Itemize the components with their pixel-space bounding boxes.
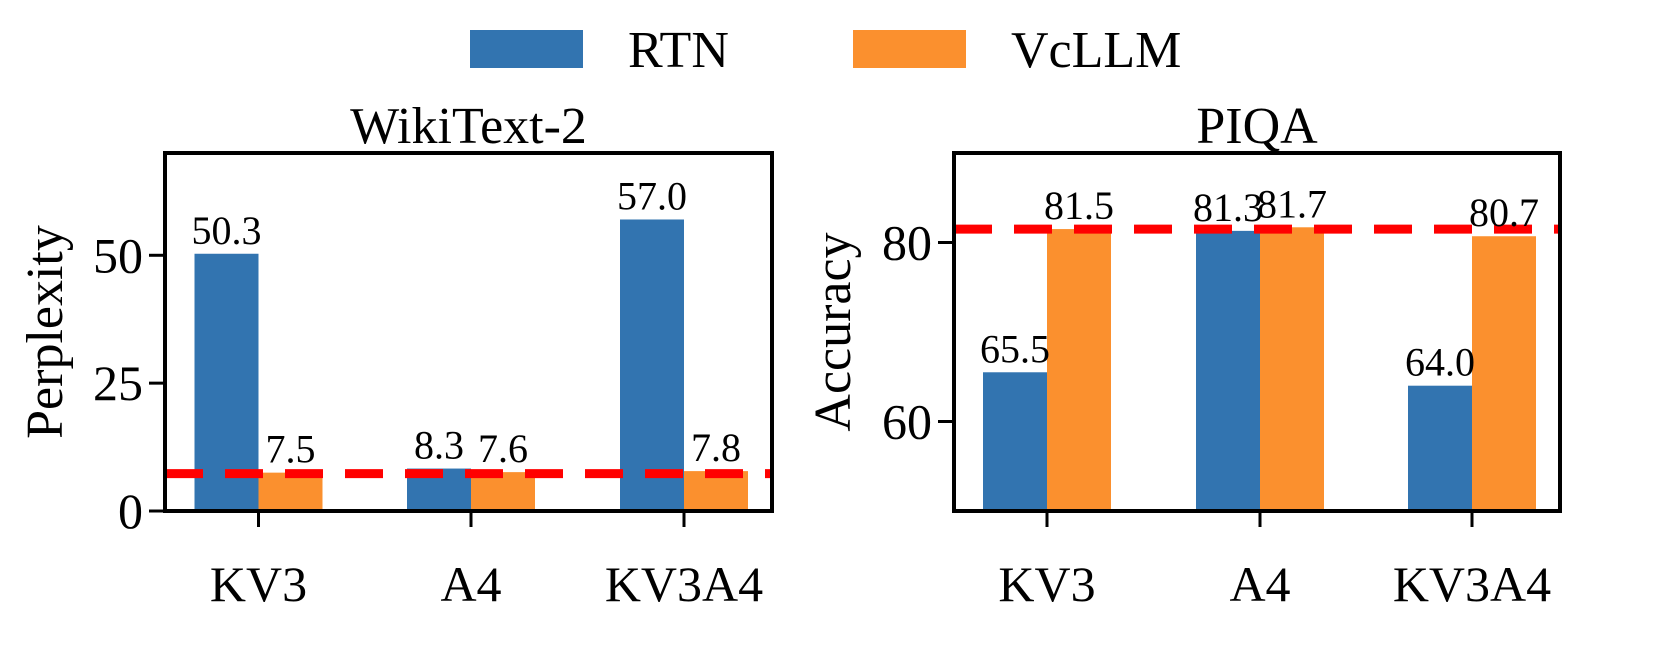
x-tick-label-kv3: KV3 (210, 556, 307, 612)
x-tick-label-kv3: KV3 (998, 556, 1095, 612)
y-tick-label: 80 (882, 215, 932, 271)
bar-rtn-a4 (1196, 230, 1260, 512)
x-tick-label-kv3a4: KV3A4 (605, 556, 763, 612)
y-axis-label: Accuracy (805, 232, 862, 431)
y-tick-label: 0 (118, 483, 143, 539)
legend: RTN VcLLM (470, 22, 1181, 79)
bar-label-rtn-a4: 81.3 (1193, 185, 1263, 230)
bar-rtn-kv3 (983, 372, 1047, 511)
bar-label-vcllm-kv3: 81.5 (1044, 183, 1114, 228)
plot-frame (163, 151, 774, 513)
bar-label-vcllm-a4: 7.6 (478, 426, 528, 471)
x-tick-label-a4: A4 (1229, 556, 1290, 612)
bar-label-rtn-a4: 8.3 (414, 423, 464, 468)
bar-vcllm-kv3 (258, 472, 323, 511)
bar-vcllm-a4 (1260, 227, 1324, 511)
bar-label-vcllm-a4: 81.7 (1257, 181, 1327, 226)
panel-title: WikiText-2 (350, 98, 587, 155)
y-tick-label: 50 (93, 227, 143, 283)
bar-label-vcllm-kv3: 7.5 (266, 427, 316, 472)
x-tick-label-a4: A4 (440, 556, 501, 612)
bar-rtn-kv3a4 (620, 219, 684, 511)
bar-label-rtn-kv3a4: 64.0 (1405, 340, 1475, 385)
y-tick-label: 60 (882, 394, 932, 450)
bar-label-rtn-kv3a4: 57.0 (617, 173, 687, 218)
legend-swatch-rtn (470, 30, 583, 68)
bar-rtn-kv3a4 (1408, 385, 1472, 511)
x-tick-label-kv3a4: KV3A4 (1393, 556, 1551, 612)
bar-vcllm-kv3 (1047, 229, 1111, 511)
panel-title: PIQA (1196, 98, 1318, 155)
plot-frame (952, 151, 1562, 513)
bar-label-vcllm-kv3a4: 7.8 (691, 425, 741, 470)
bar-rtn-kv3 (194, 253, 259, 511)
y-tick-label: 25 (93, 355, 143, 411)
bar-label-rtn-kv3: 65.5 (980, 326, 1050, 371)
bar-vcllm-a4 (471, 472, 535, 511)
bar-label-rtn-kv3: 50.3 (192, 208, 262, 253)
bar-label-vcllm-kv3a4: 80.7 (1469, 190, 1539, 235)
legend-swatch-vcllm (853, 30, 966, 68)
legend-label-rtn: RTN (628, 22, 729, 79)
bar-vcllm-kv3a4 (1472, 236, 1536, 512)
y-axis-label: Perplexity (17, 225, 74, 439)
legend-label-vcllm: VcLLM (1011, 22, 1181, 79)
